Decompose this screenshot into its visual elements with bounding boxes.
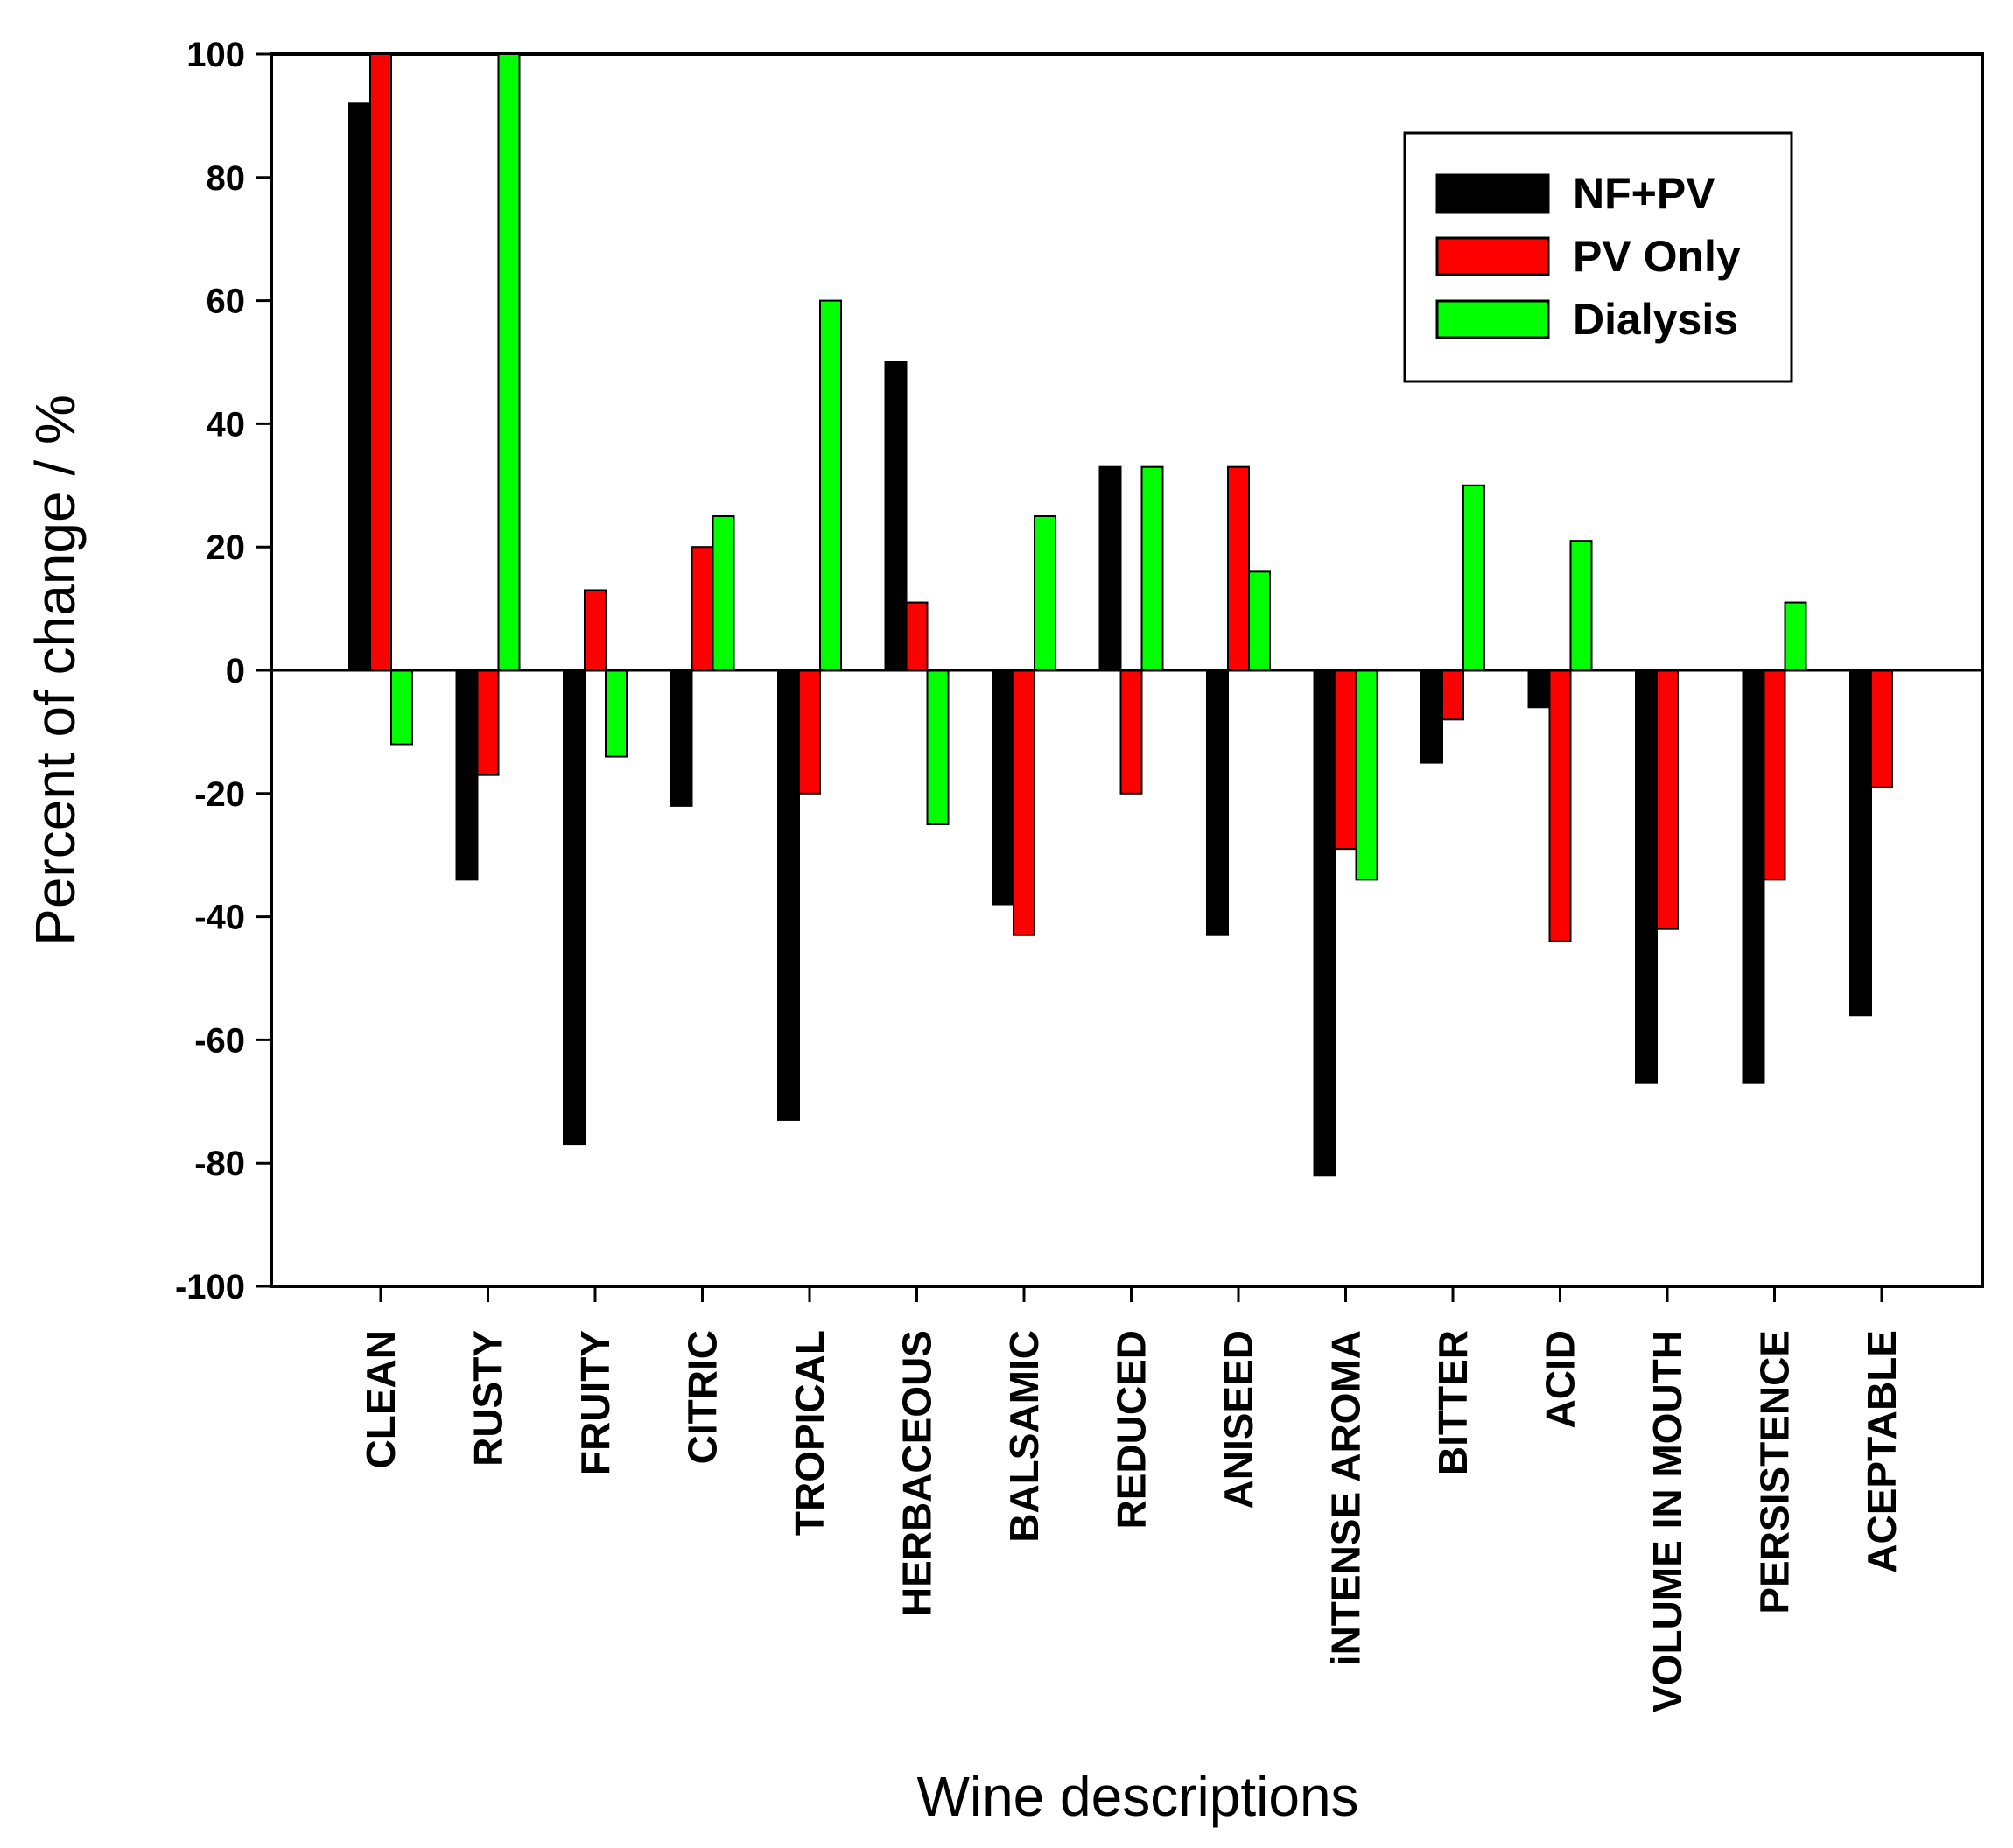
x-tick-label: BITTER: [1430, 1330, 1476, 1475]
bar-dialysis-rusty: [497, 53, 521, 671]
bar-dialysis-intense-aroma: [1355, 669, 1378, 881]
bar-dialysis-herbaceous: [926, 669, 950, 825]
y-tick-label: 60: [207, 283, 246, 321]
x-axis-title: Wine descriptions: [916, 1765, 1358, 1828]
bar-pv-only-intense-aroma: [1334, 669, 1357, 850]
bar-nf-pv-herbaceous: [884, 361, 908, 671]
y-tick-label: 40: [207, 405, 246, 444]
bar-nf-pv-aceptable: [1849, 669, 1872, 1017]
bar-nf-pv-citric: [670, 669, 693, 807]
bar-pv-only-aceptable: [1870, 669, 1893, 788]
legend-swatch-nf-pv: [1435, 173, 1550, 214]
bars: [348, 53, 1893, 1177]
bar-dialysis-tropical: [819, 299, 842, 671]
bar-dialysis-balsamic: [1034, 515, 1056, 671]
legend-label-pv-only: PV Only: [1573, 232, 1741, 281]
x-tick-label: ACID: [1538, 1330, 1583, 1428]
x-tick-label: HERBACEOUS: [894, 1330, 940, 1616]
x-tick-label: iNTENSE AROMA: [1323, 1330, 1369, 1666]
bar-nf-pv-intense-aroma: [1313, 669, 1336, 1177]
bar-nf-pv-tropical: [777, 669, 800, 1121]
bar-pv-only-volume-in-mouth: [1656, 669, 1679, 930]
x-tick-label: VOLUME IN MOUTH: [1645, 1330, 1690, 1712]
bar-dialysis-citric: [712, 515, 735, 671]
y-axis-title: Percent of change / %: [24, 395, 87, 946]
bar-nf-pv-acid: [1527, 669, 1551, 709]
x-tick-label: CLEAN: [358, 1330, 403, 1468]
legend: NF+PV PV Only Dialysis: [1403, 131, 1793, 383]
bar-pv-only-aniseed: [1227, 466, 1250, 671]
bar-pv-only-rusty: [476, 669, 500, 776]
legend-label-nf-pv: NF+PV: [1573, 169, 1715, 218]
bar-dialysis-clean: [390, 669, 413, 746]
y-tick-label: 0: [226, 652, 245, 690]
bar-nf-pv-aniseed: [1206, 669, 1229, 936]
bar-pv-only-fruity: [584, 589, 607, 671]
y-tick-label: -100: [175, 1268, 245, 1306]
bar-nf-pv-reduced: [1098, 466, 1122, 671]
x-tick-label: CITRIC: [680, 1330, 726, 1464]
bar-pv-only-tropical: [798, 669, 821, 794]
y-tick-label: 100: [186, 36, 245, 74]
legend-swatch-pv-only: [1435, 236, 1550, 276]
bar-pv-only-bitter: [1441, 669, 1464, 721]
bar-nf-pv-bitter: [1420, 669, 1443, 764]
bar-nf-pv-rusty: [455, 669, 479, 881]
x-axis-ticks: CLEAN RUSTY FRUITY CITRIC TROPICAL HERBACEOUS…: [358, 1286, 1904, 1712]
bar-pv-only-persistence: [1763, 669, 1786, 881]
x-tick-label: ACEPTABLE: [1859, 1330, 1904, 1573]
y-tick-label: 80: [207, 159, 246, 198]
bar-dialysis-fruity: [605, 669, 628, 758]
y-tick-label: -60: [194, 1021, 245, 1060]
legend-swatch-dialysis: [1435, 299, 1550, 340]
bar-pv-only-herbaceous: [905, 601, 929, 671]
y-tick-label: -40: [194, 899, 245, 937]
bar-dialysis-persistence: [1784, 601, 1807, 671]
bar-nf-pv-clean: [348, 102, 371, 671]
bar-pv-only-clean: [369, 53, 392, 671]
x-tick-label: REDUCED: [1109, 1330, 1154, 1529]
y-tick-label: -80: [194, 1144, 245, 1183]
x-tick-label: RUSTY: [466, 1330, 511, 1466]
bar-dialysis-bitter: [1462, 484, 1485, 671]
y-axis-ticks: 100 80 60 40 20 0 -20 -40 -60 -80 -100: [175, 36, 271, 1306]
x-tick-label: TROPICAL: [787, 1330, 832, 1536]
bar-pv-only-reduced: [1119, 669, 1143, 794]
bar-pv-only-acid: [1548, 669, 1572, 942]
legend-label-dialysis: Dialysis: [1573, 295, 1738, 344]
bar-nf-pv-persistence: [1742, 669, 1765, 1084]
x-tick-label: ANISEED: [1216, 1330, 1261, 1508]
y-tick-label: 20: [207, 528, 246, 567]
bar-pv-only-citric: [691, 546, 714, 672]
bar-nf-pv-balsamic: [992, 669, 1014, 906]
bar-pv-only-balsamic: [1013, 669, 1035, 936]
bar-dialysis-aniseed: [1248, 570, 1271, 671]
bar-nf-pv-volume-in-mouth: [1635, 669, 1658, 1084]
bar-dialysis-acid: [1569, 540, 1593, 671]
x-tick-label: BALSAMIC: [1001, 1330, 1047, 1543]
y-tick-label: -20: [194, 775, 245, 814]
bar-nf-pv-fruity: [563, 669, 586, 1146]
bar-dialysis-reduced: [1140, 466, 1164, 671]
x-tick-label: FRUITY: [572, 1330, 618, 1475]
x-tick-label: PERSISTENCE: [1752, 1330, 1798, 1614]
